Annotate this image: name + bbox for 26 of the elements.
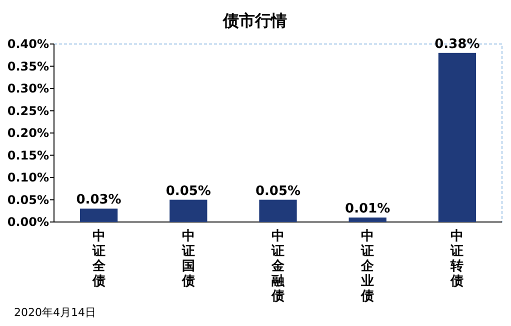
y-tick-label: 0.00% — [7, 215, 49, 229]
bar — [438, 52, 476, 222]
y-tick-label: 0.10% — [7, 170, 49, 184]
bar — [259, 200, 297, 222]
text: 2020年4月14日 — [14, 306, 96, 319]
y-tick-label: 0.05% — [7, 192, 49, 207]
data-label: 0.03% — [76, 192, 122, 208]
x-tick-label: 中证金融债 — [270, 229, 286, 304]
y-tick-label: 0.40% — [7, 37, 49, 51]
bar — [170, 200, 208, 222]
data-label: 0.05% — [255, 184, 301, 199]
x-tick-label: 中证全债 — [91, 229, 106, 289]
y-tick-label: 0.30% — [7, 82, 49, 96]
data-label: 0.05% — [166, 184, 211, 199]
x-tick-label: 中证国债 — [180, 229, 195, 289]
bar — [348, 218, 386, 222]
chart-title: 债市行情 — [222, 11, 287, 30]
data-label: 0.01% — [345, 202, 390, 217]
y-tick-label: 0.20% — [7, 126, 49, 140]
x-tick-label: 中证转债 — [450, 229, 464, 289]
y-tick-label: 0.35% — [7, 59, 49, 74]
bar — [80, 208, 118, 222]
data-label: 0.38% — [434, 36, 480, 52]
y-tick-label: 0.25% — [7, 104, 49, 118]
y-tick-label: 0.15% — [7, 148, 49, 162]
x-tick-label: 中证企业债 — [360, 229, 376, 304]
